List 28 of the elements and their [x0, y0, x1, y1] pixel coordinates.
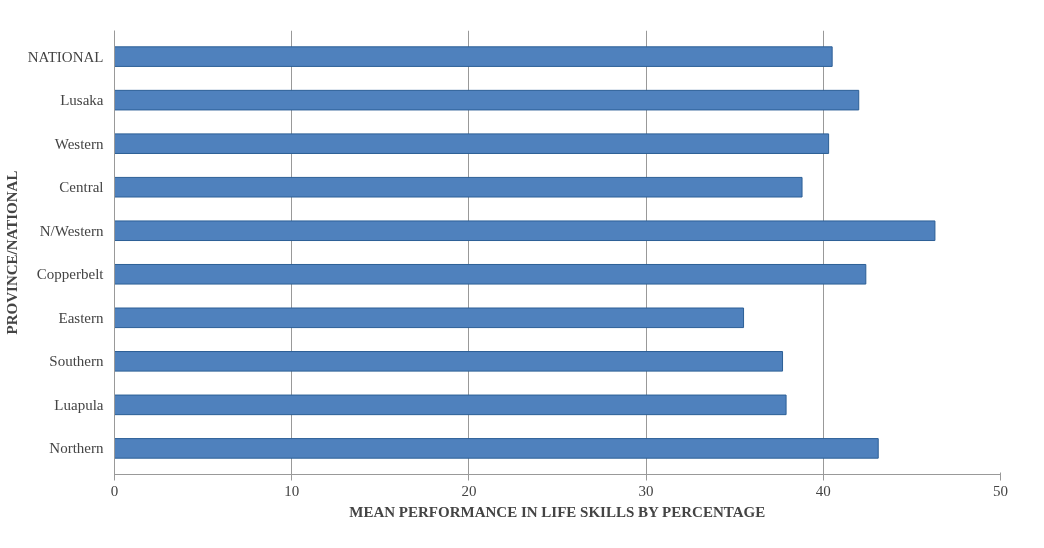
bar	[114, 394, 787, 416]
y-tick-label: NATIONAL	[27, 48, 104, 65]
bar	[114, 220, 936, 242]
bar	[114, 438, 879, 459]
bar	[114, 46, 833, 67]
x-tick-label: 20	[461, 482, 477, 499]
y-tick-label: Lusaka	[60, 92, 104, 109]
x-axis-title: MEAN PERFORMANCE IN LIFE SKILLS BY PERCENTAGE	[349, 503, 766, 520]
bar	[114, 176, 803, 198]
x-tick-label: 10	[284, 482, 300, 499]
bar	[114, 89, 860, 111]
y-axis-title: PROVINCE/NATIONAL	[3, 170, 20, 335]
y-tick-label: Western	[54, 135, 104, 152]
bar	[114, 307, 745, 329]
bar	[114, 263, 867, 285]
y-tick-label: Southern	[49, 353, 104, 370]
y-tick-label: N/Western	[39, 222, 104, 239]
x-tick-label: 50	[993, 482, 1008, 499]
x-tick-label: 30	[638, 482, 654, 499]
y-tick-label: Eastern	[58, 309, 104, 326]
y-tick-label: Luapula	[54, 396, 104, 413]
bar	[114, 133, 830, 154]
x-tick-label: 0	[110, 482, 119, 499]
y-tick-label: Northern	[49, 440, 104, 457]
y-tick-label: Central	[59, 179, 104, 196]
x-tick-label: 40	[815, 482, 831, 499]
bar	[114, 351, 784, 372]
y-tick-label: Copperbelt	[36, 266, 105, 283]
